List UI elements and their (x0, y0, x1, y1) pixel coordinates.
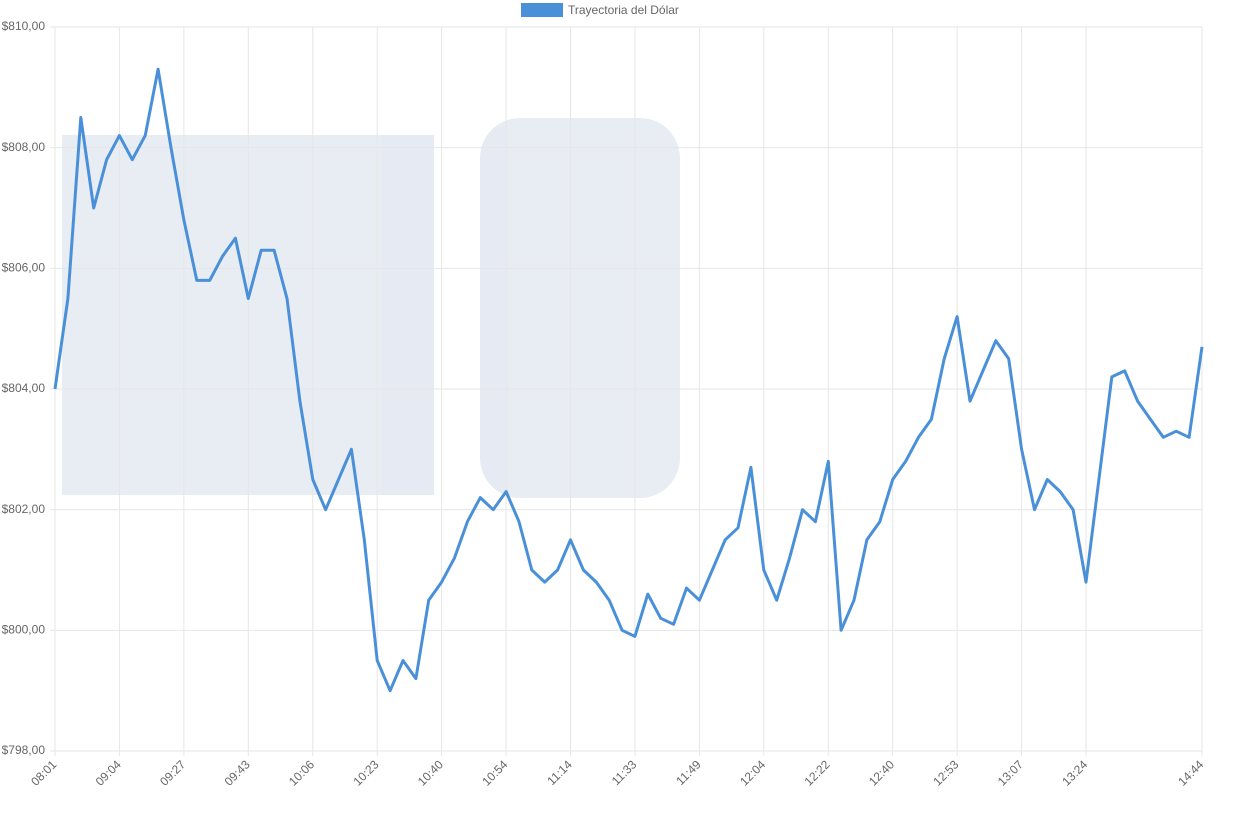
y-tick-label: $798,00 (2, 743, 46, 757)
x-tick-label: 09:43 (222, 757, 253, 788)
x-tick-label: 08:01 (28, 757, 59, 788)
x-tick-label: 13:07 (995, 757, 1026, 788)
y-tick-label: $806,00 (2, 261, 46, 275)
x-tick-label: 12:04 (737, 757, 768, 788)
x-tick-label: 11:33 (609, 757, 640, 788)
data-line (53, 67, 1204, 693)
x-tick-label: 09:04 (93, 757, 124, 788)
y-tick-label: $810,00 (2, 19, 46, 33)
x-tick-label: 11:49 (673, 757, 704, 788)
legend-label: Trayectoria del Dólar (568, 3, 679, 17)
x-tick-label: 12:40 (866, 757, 897, 788)
y-tick-label: $800,00 (2, 623, 46, 637)
x-tick-label: 11:14 (544, 757, 575, 788)
y-tick-label: $808,00 (2, 140, 46, 154)
x-tick-label: 10:40 (415, 757, 446, 788)
x-tick-label: 10:23 (350, 757, 381, 788)
x-tick-label: 12:53 (930, 757, 961, 788)
x-tick-label: 12:22 (801, 757, 832, 788)
watermark-letter (480, 118, 680, 498)
y-tick-label: $802,00 (2, 502, 46, 516)
watermark (62, 118, 680, 498)
x-tick-label: 14:44 (1175, 757, 1206, 788)
x-tick-label: 10:54 (479, 757, 510, 788)
x-tick-label: 09:27 (157, 757, 188, 788)
y-tick-label: $804,00 (2, 381, 46, 395)
legend-swatch (521, 3, 563, 17)
x-tick-label: 13:24 (1059, 757, 1090, 788)
x-tick-label: 10:06 (286, 757, 317, 788)
